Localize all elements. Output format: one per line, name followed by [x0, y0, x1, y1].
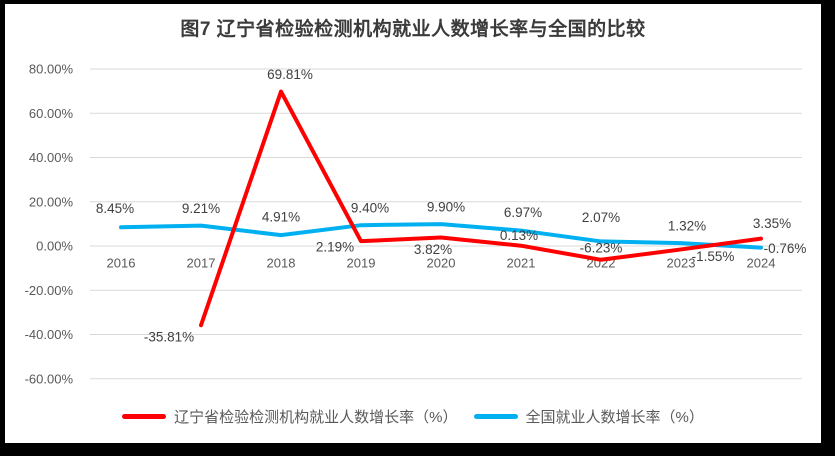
data-label-liaoning: 69.81%: [267, 67, 313, 82]
x-axis-tick-label: 2017: [187, 256, 216, 271]
y-axis-tick-label: -40.00%: [25, 327, 74, 342]
data-label-national: 1.32%: [668, 219, 706, 234]
data-label-liaoning: -1.55%: [692, 249, 735, 264]
data-label-liaoning: 3.82%: [414, 242, 452, 257]
data-label-national: 4.91%: [262, 210, 300, 225]
y-axis-tick-label: 20.00%: [29, 194, 74, 209]
x-axis-tick-label: 2018: [267, 256, 296, 271]
x-axis-tick-label: 2021: [507, 256, 536, 271]
legend-item-liaoning: 辽宁省检验检测机构就业人数增长率（%）: [122, 406, 458, 427]
data-label-liaoning: -35.81%: [144, 330, 194, 345]
data-label-national: 9.40%: [351, 201, 389, 216]
data-label-national: 2.07%: [582, 210, 620, 225]
chart-plot-area: 80.00% 60.00% 40.00% 20.00% 0.00% -20.00% -40.…: [25, 62, 807, 387]
data-label-national: 6.97%: [504, 205, 542, 220]
data-label-national: -0.76%: [764, 241, 807, 256]
x-axis-tick-label: 2023: [667, 256, 696, 271]
legend-item-national: 全国就业人数增长率（%）: [473, 406, 704, 427]
data-label-liaoning: 0.13%: [500, 228, 538, 243]
data-label-liaoning: 2.19%: [316, 240, 354, 255]
data-label-national: 9.21%: [182, 201, 220, 216]
data-label-national: 8.45%: [96, 201, 134, 216]
chart-title: 图7 辽宁省检验检测机构就业人数增长率与全国的比较: [180, 19, 646, 40]
data-label-liaoning: 3.35%: [753, 216, 791, 231]
y-axis-tick-label: 40.00%: [29, 150, 74, 165]
legend-label-national: 全国就业人数增长率（%）: [525, 409, 704, 426]
x-axis-tick-label: 2020: [427, 256, 456, 271]
legend: 辽宁省检验检测机构就业人数增长率（%） 全国就业人数增长率（%）: [5, 406, 821, 427]
y-axis-tick-label: -20.00%: [25, 283, 74, 298]
x-axis-tick-label: 2019: [347, 256, 376, 271]
series-line-liaoning: [199, 89, 763, 328]
legend-label-liaoning: 辽宁省检验检测机构就业人数增长率（%）: [174, 409, 458, 426]
data-label-liaoning: -6.23%: [580, 240, 623, 255]
y-axis-tick-label: -60.00%: [25, 371, 74, 386]
y-axis-tick-label: 80.00%: [29, 62, 74, 77]
x-axis-tick-label: 2024: [747, 256, 776, 271]
y-axis-tick-label: 0.00%: [36, 239, 73, 254]
legend-swatch-liaoning-line-icon: [122, 414, 167, 419]
x-axis-tick-label: 2016: [107, 256, 136, 271]
y-axis-tick-label: 60.00%: [29, 106, 74, 121]
series-line-national: [119, 222, 763, 250]
data-label-national: 9.90%: [427, 200, 465, 215]
legend-swatch-national-line-icon: [473, 414, 518, 419]
